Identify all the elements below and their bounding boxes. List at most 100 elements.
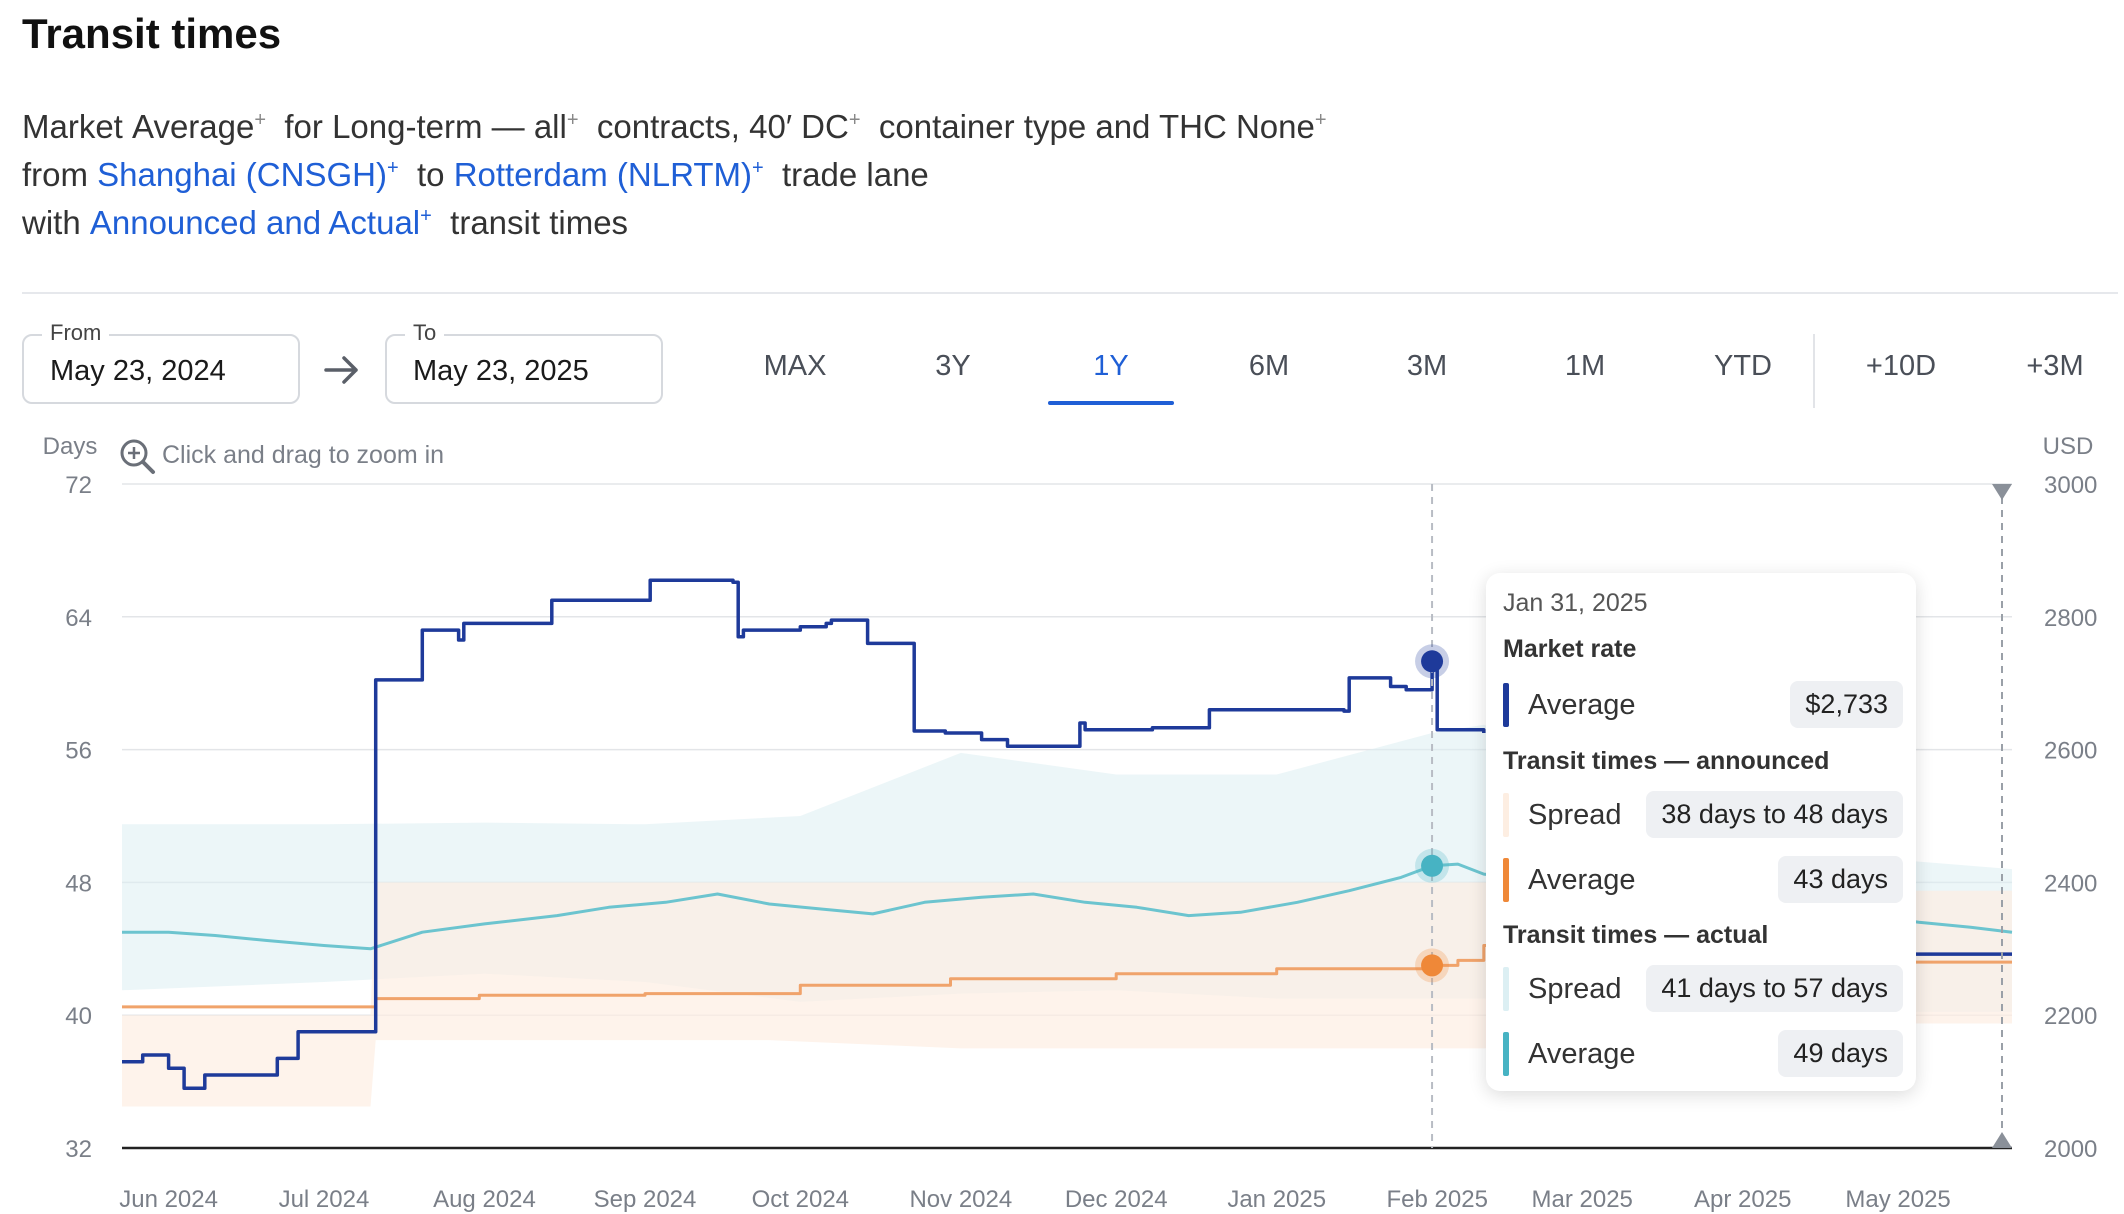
range-3y-button[interactable]: 3Y <box>935 350 971 382</box>
tooltip-announced-average-row: Average 43 days <box>1503 852 1903 904</box>
from-date-value: May 23, 2024 <box>50 355 226 387</box>
x-tick-label: Feb 2025 <box>1387 1186 1488 1213</box>
market-rate-line <box>122 578 1486 1090</box>
arrow-right-icon <box>324 356 358 384</box>
x-tick-label: May 2025 <box>1845 1186 1950 1213</box>
text-to: to <box>416 156 445 193</box>
page-title: Transit times <box>22 10 282 57</box>
tooltip-actual-spread-value: 41 days to 57 days <box>1646 965 1903 1012</box>
range-max-button[interactable]: MAX <box>763 350 827 382</box>
zoom-icon-lens <box>120 439 148 467</box>
range-1y-button[interactable]: 1Y <box>1093 350 1129 382</box>
y-left-tick-label: 40 <box>65 1003 92 1030</box>
metric-selector[interactable]: Average+ <box>132 108 267 145</box>
range-1m-button[interactable]: 1M <box>1564 350 1606 382</box>
destination-port-link[interactable]: Rotterdam (NLRTM)+ <box>453 156 764 193</box>
description-line-2: from Shanghai (CNSGH)+ to Rotterdam (NLR… <box>22 156 929 194</box>
tooltip-announced-average-value: 43 days <box>1778 856 1903 903</box>
text-for: for <box>284 108 323 145</box>
x-tick-label: Jun 2024 <box>119 1186 218 1213</box>
from-date-label: From <box>42 320 110 346</box>
y-right-tick-label: 2000 <box>2044 1136 2097 1163</box>
actual-average-line <box>122 862 2013 951</box>
text-transit-times: transit times <box>450 204 629 241</box>
zoom-hint-text: Click and drag to zoom in <box>162 441 444 469</box>
thc-selector[interactable]: None+ <box>1235 108 1327 145</box>
text-with: with <box>22 204 81 241</box>
announced-spread-swatch <box>1503 793 1509 837</box>
x-tick-label: Sep 2024 <box>594 1186 697 1213</box>
tooltip-market-header: Market rate <box>1503 635 1637 663</box>
announced-hover-dot <box>1421 954 1444 977</box>
y-left-tick-label: 56 <box>65 738 92 765</box>
range-ytd-button[interactable]: YTD <box>1714 350 1772 382</box>
tooltip-actual-header: Transit times — actual <box>1503 921 1769 949</box>
origin-port-link[interactable]: Shanghai (CNSGH)+ <box>97 156 399 193</box>
y-right-axis-label: USD <box>2043 433 2094 460</box>
tooltip-announced-spread-value: 38 days to 48 days <box>1646 791 1903 838</box>
y-right-tick-label: 2400 <box>2044 870 2097 897</box>
to-date-label: To <box>405 320 445 346</box>
range-separator <box>1813 334 1815 408</box>
tooltip-announced-header: Transit times — announced <box>1503 747 1830 775</box>
tooltip-announced-spread-label: Spread <box>1528 799 1622 831</box>
tooltip-actual-average-value: 49 days <box>1778 1030 1903 1077</box>
tooltip-actual-average-label: Average <box>1528 1038 1636 1070</box>
tooltip-announced-spread-row: Spread 38 days to 48 days <box>1503 787 1903 839</box>
market-legend-swatch <box>1503 683 1509 727</box>
y-left-tick-label: 48 <box>65 870 92 897</box>
tooltip-actual-spread-label: Spread <box>1528 973 1622 1005</box>
x-tick-label: Jul 2024 <box>279 1186 370 1213</box>
y-left-tick-label: 72 <box>65 472 92 499</box>
x-tick-label: Jan 2025 <box>1227 1186 1326 1213</box>
zoom-icon-plus <box>128 447 140 459</box>
x-tick-label: Oct 2024 <box>752 1186 849 1213</box>
announced-average-line <box>122 944 2012 1009</box>
range-3m-button[interactable]: 3M <box>1406 350 1448 382</box>
metric-label: Market <box>22 108 123 145</box>
y-left-tick-label: 32 <box>65 1136 92 1163</box>
x-tick-label: Nov 2024 <box>909 1186 1012 1213</box>
x-tick-label: Aug 2024 <box>433 1186 536 1213</box>
y-left-axis-label: Days <box>43 433 98 460</box>
tooltip-market-average-value: $2,733 <box>1790 681 1903 728</box>
to-date-field[interactable]: To May 23, 2025 <box>385 320 663 404</box>
range-6m-button[interactable]: 6M <box>1248 350 1290 382</box>
announced-average-swatch <box>1503 858 1509 902</box>
chart-tooltip: Jan 31, 2025 Market rate Average $2,733 … <box>1486 573 1916 1091</box>
y-right-tick-label: 2800 <box>2044 605 2097 632</box>
tooltip-announced-average-label: Average <box>1528 864 1636 896</box>
transit-mode-link[interactable]: Announced and Actual+ <box>89 204 432 241</box>
tooltip-market-average-row: Average $2,733 <box>1503 677 1903 729</box>
contract-selector[interactable]: Long-term — all+ <box>332 108 579 145</box>
zoom-icon <box>120 439 155 474</box>
x-tick-label: Mar 2025 <box>1532 1186 1633 1213</box>
y-right-tick-label: 2200 <box>2044 1003 2097 1030</box>
range-end-bottom-triangle-icon <box>1992 1132 2012 1148</box>
header-divider <box>22 292 2118 294</box>
description-line-1: Market Average+ for Long-term — all+ con… <box>22 108 1327 146</box>
actual-hover-dot <box>1421 854 1444 877</box>
range-end-top-triangle-icon <box>1992 484 2012 500</box>
active-range-indicator <box>1048 401 1174 405</box>
from-date-field[interactable]: From May 23, 2024 <box>22 320 300 404</box>
market-hover-dot <box>1421 650 1444 673</box>
tooltip-market-average-label: Average <box>1528 689 1636 721</box>
x-tick-label: Apr 2025 <box>1694 1186 1791 1213</box>
actual-spread-swatch <box>1503 967 1509 1011</box>
y-left-tick-label: 64 <box>65 605 92 632</box>
tooltip-actual-spread-row: Spread 41 days to 57 days <box>1503 961 1903 1013</box>
zoom-icon-handle <box>141 460 155 474</box>
text-contracts: contracts, <box>596 108 740 145</box>
extend-10d-button[interactable]: +10D <box>1865 350 1937 382</box>
y-right-tick-label: 3000 <box>2044 472 2097 499</box>
description-line-3: with Announced and Actual+ transit times <box>22 204 628 242</box>
actual-average-swatch <box>1503 1032 1509 1076</box>
y-right-tick-label: 2600 <box>2044 738 2097 765</box>
extend-3m-button[interactable]: +3M <box>2026 350 2084 382</box>
container-selector[interactable]: 40′ DC+ <box>749 108 861 145</box>
to-date-value: May 23, 2025 <box>413 355 589 387</box>
text-trade-lane: trade lane <box>782 156 929 193</box>
x-tick-label: Dec 2024 <box>1065 1186 1168 1213</box>
tooltip-actual-average-row: Average 49 days <box>1503 1026 1903 1078</box>
